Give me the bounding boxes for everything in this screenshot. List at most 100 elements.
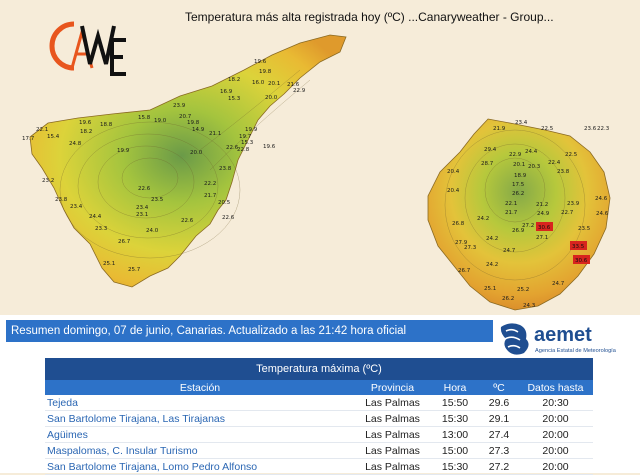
gran-canaria-island	[427, 118, 611, 311]
station-temp-value: 20.0	[190, 150, 203, 156]
station-temp-value: 28.7	[481, 161, 494, 167]
station-temp-value: 20.4	[447, 188, 460, 194]
station-temp-value: 17.7	[22, 136, 35, 142]
station-temp-value: 19.6	[79, 120, 92, 126]
station-temp-value: 23.5	[151, 197, 164, 203]
station-temp-value: 21.1	[209, 131, 221, 137]
station-temp-value: 15.4	[47, 134, 60, 140]
station-temp-value: 24.6	[596, 211, 609, 217]
station-link[interactable]: San Bartolome Tirajana, Las Tirajanas	[47, 412, 226, 425]
station-temp-value: 20.4	[447, 169, 460, 175]
tenerife-island	[29, 34, 347, 288]
station-temp-value: 22.9	[293, 88, 306, 94]
station-temp-value: 22.4	[548, 160, 561, 166]
station-temp-value: 29.4	[484, 147, 497, 153]
tenerife-isotherms	[59, 69, 311, 259]
until-cell: 20:00	[518, 410, 593, 427]
station-temp-value: 22.7	[561, 210, 574, 216]
col-until: Datos hasta	[518, 380, 593, 395]
until-cell: 20:00	[518, 458, 593, 475]
station-link[interactable]: Agüimes	[47, 428, 88, 441]
aemet-logo: aemet Agencia Estatal de Meteorología	[500, 323, 617, 355]
station-temp-value: 22.6	[138, 186, 151, 192]
station-temp-value: 19.8	[187, 120, 200, 126]
station-temp-value: 27.3	[464, 245, 477, 251]
station-temp-value: 24.2	[486, 262, 498, 268]
station-temp-value: 22.5	[541, 126, 554, 132]
station-temp-value: 15.8	[138, 115, 151, 121]
station-temp-value: 24.6	[595, 196, 608, 202]
map-title: Temperatura más alta registrada hoy (ºC)…	[185, 10, 554, 24]
station-temp-value: 19.9	[117, 148, 130, 154]
station-temp-value: 23.4	[70, 204, 83, 210]
station-temp-value: 22.9	[509, 152, 522, 158]
station-temp-value: 23.6	[584, 126, 597, 132]
station-temp-value: 16.9	[220, 89, 233, 95]
until-cell: 20:30	[518, 395, 593, 411]
province-cell: Las Palmas	[355, 395, 430, 411]
station-temp-value: 19.9	[245, 127, 258, 133]
station-temp-value: 14.9	[192, 127, 205, 133]
station-link[interactable]: Maspalomas, C. Insular Turismo	[47, 444, 198, 457]
province-cell: Las Palmas	[355, 410, 430, 427]
station-temp-value: 18.8	[100, 122, 113, 128]
province-cell: Las Palmas	[355, 458, 430, 475]
station-temp-value: 18.2	[228, 77, 240, 83]
hot-marker	[573, 255, 590, 264]
station-temp-value: 20.7	[179, 114, 192, 120]
station-temp-value: 22.3	[597, 126, 610, 132]
station-temp-value: 22.2	[204, 181, 216, 187]
station-temp-value: 23.5	[578, 226, 591, 232]
station-temp-value: 25.1	[103, 261, 115, 267]
station-temp-value: 23.8	[219, 166, 232, 172]
time-cell: 13:00	[430, 426, 480, 443]
station-temp-value: 23.9	[173, 103, 186, 109]
station-temp-value: 19.8	[259, 69, 272, 75]
station-link[interactable]: San Bartolome Tirajana, Lomo Pedro Alfon…	[47, 460, 258, 473]
gc-isotherms	[444, 129, 586, 281]
station-temp-value: 21.7	[204, 193, 217, 199]
station-link[interactable]: Tejeda	[47, 396, 78, 409]
temp-cell: 29.6	[480, 395, 518, 411]
station-temp-value: 18.2	[80, 129, 92, 135]
station-temp-value: 17.5	[512, 182, 525, 188]
station-temp-value: 23.8	[55, 197, 68, 203]
station-temp-value: 23.2	[42, 178, 54, 184]
station-temp-value: 26.9	[512, 228, 525, 234]
station-temp-value: 24.9	[537, 211, 550, 217]
hot-value: 30.6	[575, 258, 588, 264]
table-row: San Bartolome Tirajana, Las Tirajanas La…	[45, 410, 593, 427]
station-temp-value: 24.7	[503, 248, 516, 254]
until-cell: 20:00	[518, 442, 593, 459]
station-temp-value: 20.5	[218, 200, 231, 206]
until-cell: 20:00	[518, 426, 593, 443]
station-temp-value: 22.6	[222, 215, 235, 221]
station-temp-value: 22.1	[36, 127, 48, 133]
gran-canaria-values: 21.9 23.4 22.5 23.6 22.3 20.4 20.4 28.7 29.4 22.9…	[447, 120, 610, 309]
province-cell: Las Palmas	[355, 426, 430, 443]
station-temp-value: 19.6	[254, 59, 267, 65]
aemet-subtitle: Agencia Estatal de Meteorología	[535, 348, 617, 354]
station-temp-value: 16.0	[252, 80, 265, 86]
station-temp-value: 24.8	[69, 141, 82, 147]
station-temp-value: 19.0	[154, 118, 167, 124]
station-temp-value: 26.8	[452, 221, 465, 227]
temp-cell: 29.1	[480, 410, 518, 427]
station-temp-value: 26.7	[118, 239, 131, 245]
station-temp-value: 25.2	[517, 287, 529, 293]
time-cell: 15:50	[430, 395, 480, 411]
station-temp-value: 27.1	[536, 235, 548, 241]
station-temp-value: 24.2	[486, 236, 498, 242]
station-temp-value: 24.2	[477, 216, 489, 222]
table-row: San Bartolome Tirajana, Lomo Pedro Alfon…	[45, 458, 593, 475]
station-temp-value: 24.4	[525, 149, 538, 155]
station-temp-value: 23.1	[136, 212, 148, 218]
time-cell: 15:30	[430, 410, 480, 427]
col-province: Provincia	[355, 380, 430, 395]
station-temp-value: 22.5	[565, 152, 578, 158]
station-temp-value: 27.2	[522, 223, 534, 229]
station-temp-value: 26.2	[512, 191, 524, 197]
station-temp-value: 19.6	[263, 144, 276, 150]
station-temp-value: 21.9	[493, 126, 506, 132]
station-temp-value: 26.2	[502, 296, 514, 302]
